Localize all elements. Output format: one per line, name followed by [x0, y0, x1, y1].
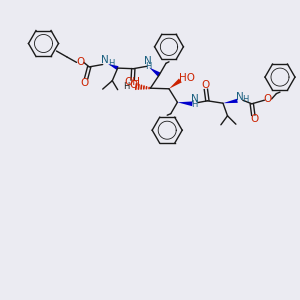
Text: O: O	[81, 78, 89, 88]
Text: O: O	[129, 80, 137, 90]
Text: N: N	[144, 56, 152, 66]
Polygon shape	[223, 99, 238, 103]
Polygon shape	[177, 101, 193, 106]
Text: O: O	[250, 114, 259, 124]
Text: O: O	[264, 94, 272, 104]
Text: H: H	[243, 95, 249, 104]
Polygon shape	[169, 79, 182, 89]
Text: O: O	[202, 80, 210, 90]
Text: H: H	[145, 62, 151, 71]
Text: HO: HO	[179, 73, 195, 83]
Text: H: H	[192, 100, 198, 109]
Text: OH: OH	[124, 77, 140, 87]
Polygon shape	[108, 64, 119, 70]
Text: O: O	[76, 57, 84, 67]
Text: N: N	[236, 92, 244, 102]
Polygon shape	[149, 68, 161, 77]
Text: H: H	[108, 59, 114, 68]
Text: N: N	[191, 94, 199, 104]
Text: H: H	[124, 82, 130, 91]
Text: N: N	[101, 55, 109, 65]
